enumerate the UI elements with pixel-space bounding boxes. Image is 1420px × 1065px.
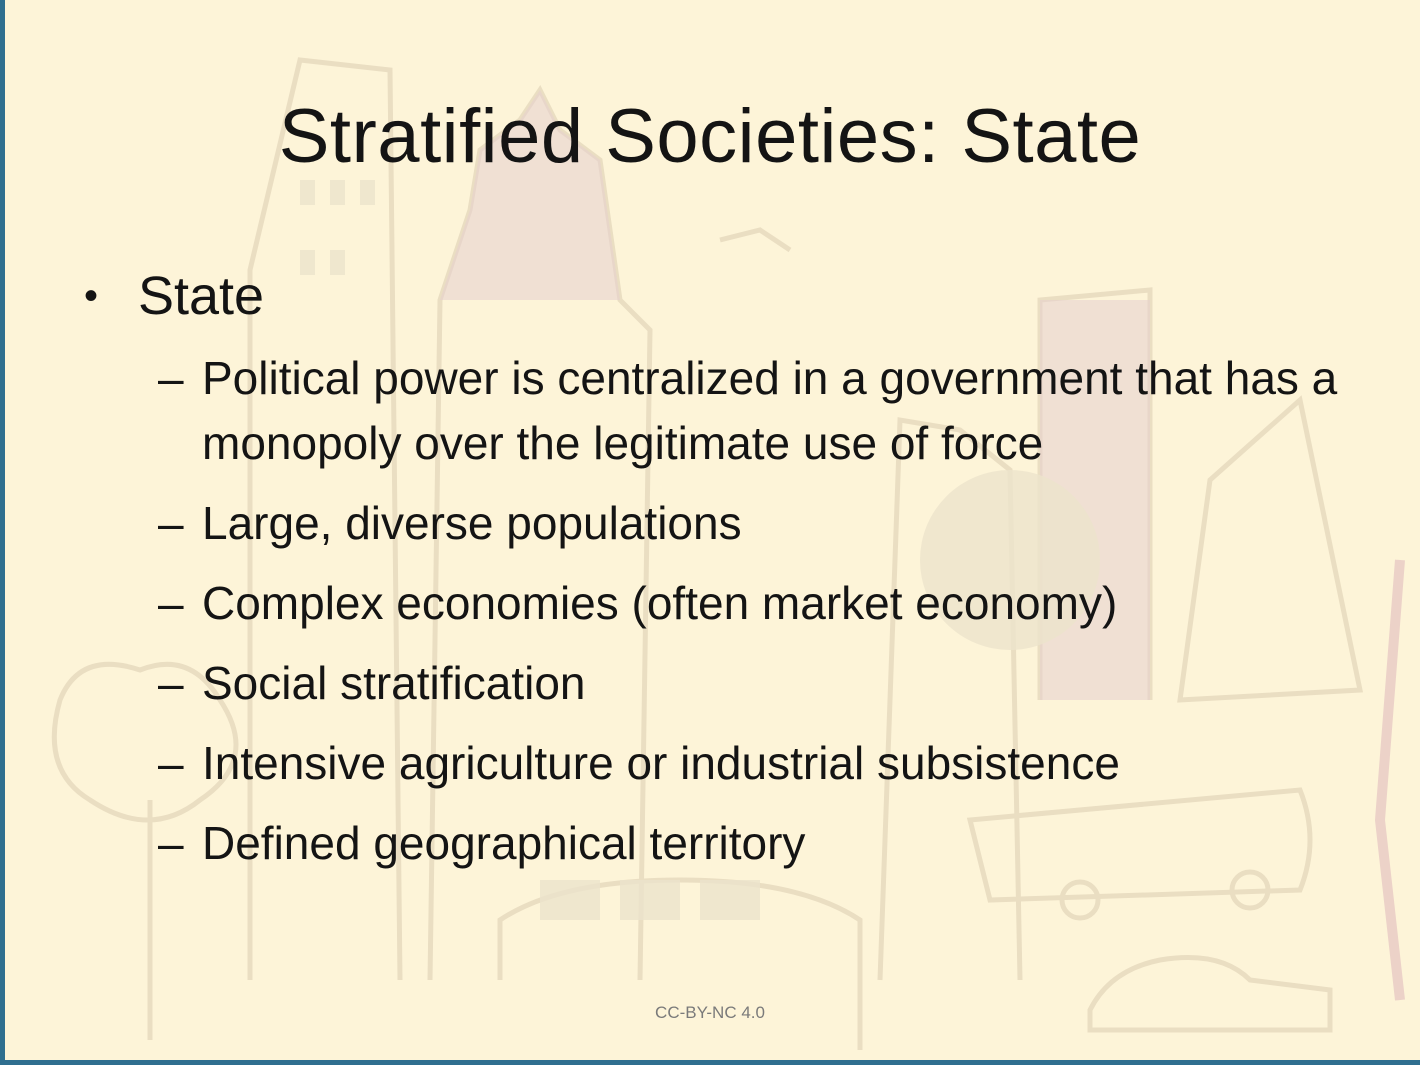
slide-frame-left (0, 0, 5, 1065)
bullet-text: State (138, 266, 265, 326)
bullet-marker: • (84, 274, 99, 318)
sub-bullet-list: – Political power is centralized in a go… (80, 346, 1380, 876)
sub-bullet-marker: – (158, 577, 184, 629)
license-footer: CC-BY-NC 4.0 (655, 1003, 765, 1022)
sub-bullet-item: – Complex economies (often market econom… (158, 571, 1352, 636)
sub-bullet-item: – Large, diverse populations (158, 491, 1352, 556)
sub-bullet-marker: – (158, 352, 184, 404)
sub-bullet-text: Political power is centralized in a gove… (202, 352, 1338, 469)
sub-bullet-text: Large, diverse populations (202, 497, 742, 549)
sub-bullet-text: Defined geographical territory (202, 817, 806, 869)
sub-bullet-item: – Defined geographical territory (158, 811, 1352, 876)
sub-bullet-marker: – (158, 817, 184, 869)
sub-bullet-text: Intensive agriculture or industrial subs… (202, 737, 1120, 789)
sub-bullet-item: – Political power is centralized in a go… (158, 346, 1352, 476)
sub-bullet-marker: – (158, 497, 184, 549)
sub-bullet-text: Social stratification (202, 657, 586, 709)
bullet-state: • State (80, 262, 1380, 330)
slide-content: • State – Political power is centralized… (80, 262, 1380, 891)
sub-bullet-item: – Social stratification (158, 651, 1352, 716)
slide-title: Stratified Societies: State (278, 94, 1142, 179)
sub-bullet-marker: – (158, 737, 184, 789)
sub-bullet-item: – Intensive agriculture or industrial su… (158, 731, 1352, 796)
sub-bullet-marker: – (158, 657, 184, 709)
sub-bullet-text: Complex economies (often market economy) (202, 577, 1118, 629)
slide-frame-bottom (0, 1060, 1420, 1065)
